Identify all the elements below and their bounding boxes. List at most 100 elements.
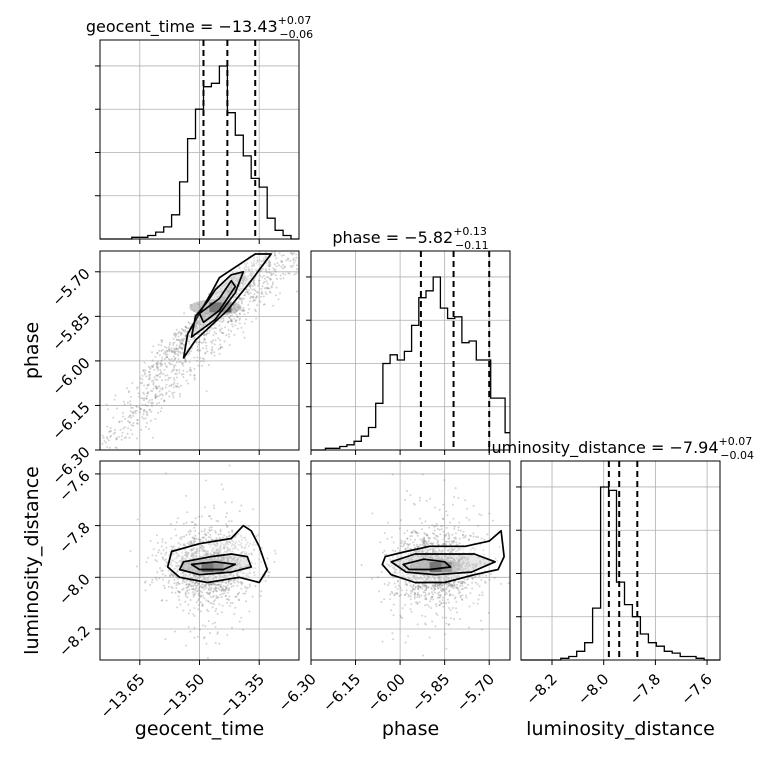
scatter-point [439,557,442,560]
scatter-point [201,547,204,549]
scatter-point [205,550,208,553]
scatter-point [443,542,445,545]
scatter-point [195,320,198,323]
scatter-point [268,265,271,268]
scatter-point [464,557,467,560]
scatter-point [247,576,250,579]
scatter-point [424,520,427,523]
scatter-point [144,369,147,372]
scatter-point [221,592,224,595]
scatter-point [147,391,149,394]
scatter-point [135,405,138,408]
scatter-point [185,494,188,497]
scatter-point [183,360,186,363]
scatter-point [223,546,226,549]
scatter-point [190,555,193,557]
scatter-point [425,598,428,601]
scatter-point [194,555,197,558]
scatter-point [234,542,237,545]
scatter-point [444,555,447,558]
scatter-point [175,344,178,347]
scatter-point [412,578,415,581]
scatter-point [191,591,194,594]
scatter-point [451,585,454,588]
scatter-point [228,604,231,607]
scatter-point [213,552,216,554]
scatter-point [170,347,173,350]
scatter-point [249,285,252,287]
scatter-point [189,558,192,560]
scatter-point [124,417,127,420]
scatter-point [181,582,184,585]
scatter-point [184,557,187,560]
scatter-point [179,340,182,343]
scatter-point [455,607,458,610]
scatter-point [473,565,476,567]
scatter-point [173,381,176,384]
scatter-point [232,574,235,577]
scatter-point [173,341,176,344]
scatter-point [201,586,204,589]
scatter-point [409,494,412,497]
scatter-point [146,395,148,398]
scatter-point [432,584,435,587]
scatter-point [464,534,467,537]
scatter-point [166,355,168,358]
scatter-point [437,594,440,597]
scatter-point [195,581,198,584]
scatter-point [282,242,284,244]
scatter-point [389,558,392,561]
scatter-point [145,561,148,564]
scatter-point [220,483,223,486]
scatter-point [443,479,446,482]
scatter-point [449,543,452,546]
scatter-point [418,499,421,502]
scatter-point [225,598,228,600]
scatter-point [431,548,434,550]
scatter-point [186,511,189,514]
scatter-point [263,280,266,283]
scatter-point [416,623,419,626]
scatter-point [161,599,164,602]
scatter-point [480,628,483,631]
scatter-point [210,326,213,329]
scatter-point [412,583,415,586]
scatter-point [394,586,397,588]
scatter-point [411,586,413,588]
scatter-point [435,585,438,588]
scatter-point [386,537,389,540]
grid-lines [311,461,510,660]
scatter-point [216,295,219,298]
scatter-point [227,580,230,582]
scatter-point [441,584,444,587]
scatter-point [130,424,133,427]
scatter-point [450,584,453,587]
scatter-point [215,586,217,589]
scatter-point [211,341,214,344]
scatter-point [444,542,447,545]
scatter-point [383,532,386,535]
scatter-point [442,530,445,533]
scatter-point [208,542,211,545]
scatter-point [199,539,202,541]
scatter-point [180,339,183,342]
scatter-point [431,556,434,559]
scatter-point [207,364,210,367]
scatter-point [269,278,272,281]
scatter-point [174,567,177,570]
scatter-point [178,338,181,341]
scatter-point [416,578,419,580]
scatter-point [205,578,208,581]
scatter-point [187,327,190,330]
scatter-point [156,352,159,355]
scatter-point [240,587,243,590]
scatter-point [169,349,172,352]
scatter-point [396,579,399,582]
scatter-point [295,256,298,259]
scatter-point [252,281,255,284]
scatter-point [455,575,458,577]
scatter-point [260,560,263,563]
scatter-point [213,544,216,546]
scatter-point [165,561,168,564]
scatter-point [416,593,419,596]
